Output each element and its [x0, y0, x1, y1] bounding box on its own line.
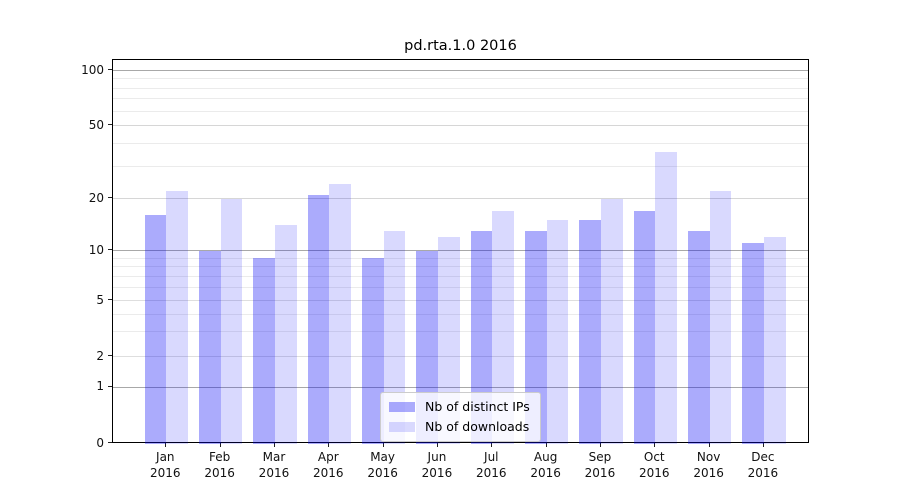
bar-distinct-ips — [361, 258, 384, 444]
y-tick-mark — [108, 385, 112, 387]
x-tick-label: Mar 2016 — [258, 450, 290, 480]
y-tick-mark — [108, 124, 112, 125]
minor-gridline — [113, 286, 808, 288]
legend-entry-downloads: Nb of downloads — [389, 419, 530, 434]
x-tick-label: Jul 2016 — [475, 450, 507, 480]
bar-distinct-ips — [579, 220, 601, 444]
x-tick-mark — [219, 443, 221, 447]
minor-gridline — [113, 142, 808, 144]
bar-downloads — [600, 198, 623, 444]
x-tick-mark — [599, 443, 601, 447]
y-tick-mark — [108, 442, 112, 444]
minor-gridline — [113, 331, 808, 333]
legend-entry-distinct-ips: Nb of distinct IPs — [389, 399, 530, 414]
x-tick-label: Dec 2016 — [747, 450, 779, 480]
bar-distinct-ips — [198, 250, 221, 444]
x-tick-mark — [491, 443, 493, 447]
bar-distinct-ips — [687, 230, 710, 444]
x-tick-mark — [165, 443, 167, 447]
x-tick-label: Oct 2016 — [638, 450, 670, 480]
bar-downloads — [220, 198, 243, 444]
x-tick-label: Sep 2016 — [584, 450, 616, 480]
bar-distinct-ips — [742, 243, 764, 444]
chart-title: pd.rta.1.0 2016 — [404, 38, 517, 54]
y-tick-label: 20 — [88, 190, 104, 205]
x-tick-label: Feb 2016 — [204, 450, 235, 480]
bar-downloads — [383, 230, 406, 444]
major-gridline — [113, 70, 808, 71]
y-tick-label: 1 — [96, 379, 104, 394]
x-tick-label: Apr 2016 — [313, 450, 344, 480]
legend-swatch-downloads — [389, 421, 415, 432]
major-gridline — [113, 125, 808, 126]
legend-label-distinct-ips: Nb of distinct IPs — [425, 399, 530, 414]
minor-gridline — [113, 87, 808, 89]
y-tick-label: 100 — [81, 62, 104, 77]
bar-distinct-ips — [253, 258, 275, 444]
major-gridline — [113, 198, 808, 200]
x-tick-label: Nov 2016 — [693, 450, 724, 480]
y-tick-label: 2 — [96, 348, 104, 363]
minor-gridline — [113, 110, 808, 112]
bar-distinct-ips — [470, 230, 493, 444]
y-tick-mark — [108, 299, 112, 300]
bar-downloads — [709, 191, 732, 444]
major-gridline — [113, 386, 808, 388]
bar-distinct-ips — [307, 194, 330, 444]
x-tick-mark — [436, 443, 438, 447]
bar-downloads — [166, 191, 188, 444]
x-tick-mark — [762, 443, 764, 447]
x-tick-label: Jun 2016 — [421, 450, 453, 480]
minor-gridline — [113, 165, 808, 167]
bar-downloads — [546, 220, 569, 444]
x-tick-label: Aug 2016 — [530, 450, 561, 480]
bar-downloads — [329, 184, 351, 444]
y-tick-mark — [108, 249, 112, 250]
bar-distinct-ips — [524, 230, 547, 444]
minor-gridline — [113, 313, 808, 315]
minor-gridline — [113, 266, 808, 268]
bar-downloads — [763, 236, 786, 444]
minor-gridline — [113, 78, 808, 80]
x-tick-label: Jan 2016 — [150, 450, 181, 480]
y-tick-label: 5 — [96, 292, 104, 307]
bar-downloads — [274, 225, 297, 444]
bar-downloads — [492, 210, 514, 444]
x-tick-mark — [328, 443, 330, 447]
x-tick-mark — [708, 443, 710, 447]
y-tick-label: 10 — [88, 242, 104, 257]
legend-label-downloads: Nb of downloads — [425, 419, 530, 434]
y-tick-label: 50 — [88, 117, 104, 132]
x-tick-mark — [382, 443, 384, 447]
bar-distinct-ips — [633, 210, 656, 444]
x-tick-mark — [273, 443, 275, 447]
y-tick-label: 0 — [96, 435, 104, 450]
y-tick-mark — [108, 355, 112, 356]
major-gridline — [113, 356, 808, 357]
plot-area — [112, 59, 809, 444]
x-tick-label: May 2016 — [367, 450, 398, 480]
minor-gridline — [113, 257, 808, 259]
x-tick-mark — [654, 443, 656, 447]
legend-swatch-distinct-ips — [389, 401, 415, 412]
y-tick-mark — [108, 69, 112, 70]
legend: Nb of distinct IPs Nb of downloads — [380, 392, 541, 442]
bar-downloads — [655, 151, 677, 444]
bar-distinct-ips — [144, 215, 167, 444]
x-tick-mark — [545, 443, 547, 447]
minor-gridline — [113, 98, 808, 100]
major-gridline — [113, 250, 808, 251]
minor-gridline — [113, 275, 808, 277]
y-tick-mark — [108, 197, 112, 199]
major-gridline — [113, 300, 808, 301]
